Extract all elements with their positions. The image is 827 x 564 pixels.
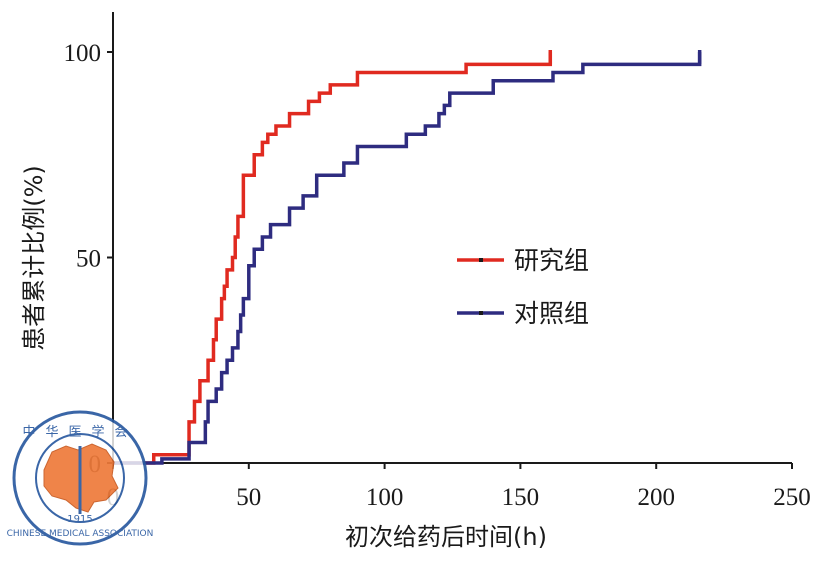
x-tick-label: 50 [236,484,261,511]
x-tick-label: 250 [773,484,811,511]
legend-label-control: 对照组 [514,299,589,328]
legend-marker-control [479,311,483,315]
y-tick-label: 100 [64,40,102,67]
axis-ticks: 050100150200250050100 [64,40,811,511]
y-axis-title: 患者累计比例(%) [20,165,48,351]
legend: 研究组 对照组 [457,246,589,328]
series-line-study [113,52,553,465]
seal-text-top: 中华医学会 [22,424,137,440]
legend-marker-study [479,258,483,262]
cma-seal-logo: 中华医学会 CHINESE MEDICAL ASSOCIATION 1915 [7,410,154,546]
series-layer [113,50,702,465]
seal-year: 1915 [67,514,92,525]
seal-text-bottom: CHINESE MEDICAL ASSOCIATION [7,529,154,539]
y-tick-label: 50 [76,246,101,273]
legend-label-study: 研究组 [514,246,589,275]
x-tick-label: 150 [502,484,540,511]
x-axis-title: 初次给药后时间(h) [345,523,547,551]
series-line-control [113,52,702,465]
x-tick-label: 200 [637,484,675,511]
x-tick-label: 100 [366,484,404,511]
seal-inner-ring [35,433,125,523]
